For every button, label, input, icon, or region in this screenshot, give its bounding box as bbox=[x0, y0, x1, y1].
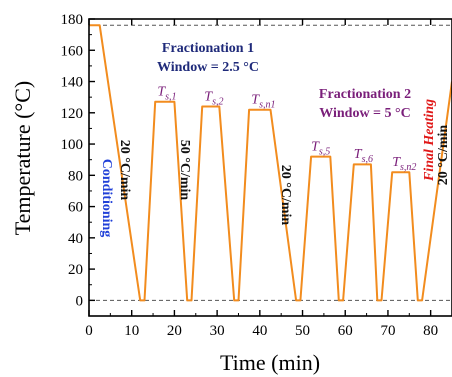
y-tick-label: 160 bbox=[61, 43, 84, 59]
x-tick-label: 80 bbox=[423, 323, 438, 339]
rate-label-1: 20 °C/min bbox=[117, 140, 132, 201]
fractionation-2-window: Window = 5 °C bbox=[319, 106, 411, 121]
setpoint-label-5: Ts,6 bbox=[354, 147, 373, 165]
y-tick-label: 80 bbox=[68, 168, 83, 184]
x-tick-label: 40 bbox=[252, 323, 267, 339]
y-axis-label: Temperature (°C) bbox=[10, 81, 35, 235]
final-heating-label: Final Heating bbox=[422, 99, 437, 182]
setpoint-labels: Ts,1 Ts,2 Ts,n1 Ts,5 Ts,6 Ts,n2 bbox=[157, 85, 416, 173]
fractionation-1-window: Window = 2.5 °C bbox=[157, 60, 259, 75]
y-tick-label: 40 bbox=[68, 231, 83, 247]
fractionation-2-title: Fractionation 2 bbox=[319, 87, 411, 102]
x-tick-label: 60 bbox=[338, 323, 353, 339]
x-tick-label: 10 bbox=[124, 323, 139, 339]
plot-frame bbox=[88, 18, 452, 317]
reference-lines bbox=[89, 24, 452, 301]
x-tick-label: 0 bbox=[85, 323, 93, 339]
conditioning-label: Conditioning bbox=[99, 159, 114, 238]
rate-label-4: 20 °C/min bbox=[436, 125, 451, 186]
y-tick-label: 120 bbox=[61, 106, 84, 122]
y-tick-label: 100 bbox=[61, 137, 84, 153]
setpoint-label-6: Ts,n2 bbox=[392, 155, 416, 173]
axis-ticks: 0 10 20 30 40 50 60 70 80 0 20 40 60 80 100 120 140 160 18… bbox=[61, 12, 439, 339]
setpoint-label-3: Ts,n1 bbox=[251, 92, 275, 110]
series-line-1 bbox=[89, 24, 452, 302]
x-tick-label: 30 bbox=[210, 323, 225, 339]
x-tick-label: 70 bbox=[380, 323, 395, 339]
y-tick-label: 60 bbox=[68, 200, 83, 216]
y-tick-label: 20 bbox=[68, 262, 83, 278]
y-tick-label: 140 bbox=[61, 75, 84, 91]
y-tick-label: 180 bbox=[61, 12, 84, 28]
x-tick-label: 20 bbox=[167, 323, 182, 339]
rate-label-3: 20 °C/min bbox=[278, 165, 293, 226]
setpoint-label-1: Ts,1 bbox=[157, 85, 176, 103]
y-tick-label: 0 bbox=[76, 293, 84, 309]
x-tick-label: 50 bbox=[295, 323, 310, 339]
setpoint-label-2: Ts,2 bbox=[204, 89, 223, 107]
rate-label-2: 50 °C/min bbox=[177, 140, 192, 201]
x-axis-label: Time (min) bbox=[220, 350, 320, 375]
setpoint-label-4: Ts,5 bbox=[311, 139, 330, 157]
series-layer bbox=[89, 24, 452, 302]
fractionation-1-title: Fractionation 1 bbox=[162, 41, 254, 56]
